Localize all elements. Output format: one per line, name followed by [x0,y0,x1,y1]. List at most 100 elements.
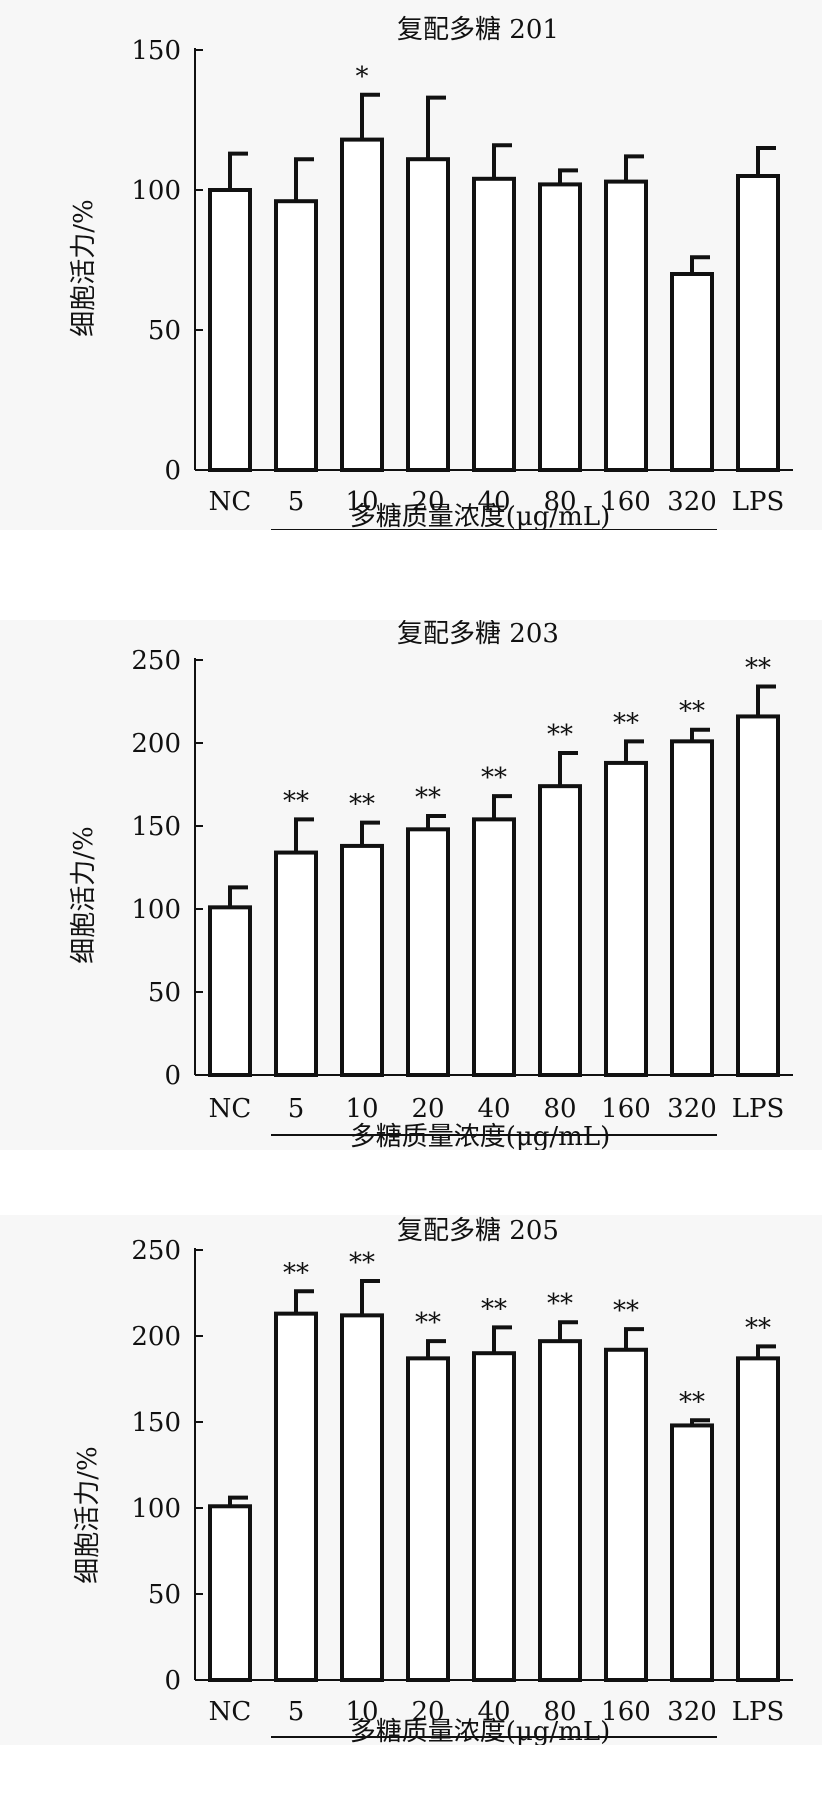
bar-chart-205: 复配多糖 205 细胞活力/% 多糖质量浓度(μg/mL) 0 50 100 150 2… [73,1216,793,1745]
significance-label: ** [547,720,573,750]
y-tick-label: 0 [164,1061,181,1091]
significance-label: ** [613,1296,639,1326]
bar [472,817,516,1077]
bar [274,850,318,1077]
chart-title: 复配多糖 203 [397,620,559,649]
bar [406,827,450,1077]
x-tick-label: 5 [288,487,305,517]
significance-label: ** [481,763,507,793]
x-tick-label: 20 [411,1697,444,1727]
x-tick-label: 80 [543,1697,576,1727]
x-tick-label: 320 [667,1094,717,1124]
x-tick-label: 40 [477,487,510,517]
x-tick-label: LPS [732,1094,785,1124]
x-tick-label: 80 [543,487,576,517]
y-tick-label: 150 [131,812,181,842]
y-tick-label: 150 [131,36,181,66]
bar [670,1423,714,1682]
significance-label: ** [283,1258,309,1288]
x-tick-label: 320 [667,1697,717,1727]
bar [406,1356,450,1683]
x-tick-label: 10 [345,1697,378,1727]
x-tick-label: LPS [732,1697,785,1727]
y-tick-label: 200 [131,729,181,759]
x-tick-label: 80 [543,1094,576,1124]
bar [604,760,648,1077]
significance-label: ** [349,790,375,820]
x-tick-label: NC [209,487,252,517]
plot-area: 0 50 100 150 200 250 NC ** 5 ** 10 ** 20 ** 40 ** 80 ** 16… [131,1236,793,1738]
y-tick-label: 100 [131,895,181,925]
significance-label: ** [613,708,639,738]
significance-label: * [356,62,369,92]
chart-title: 复配多糖 201 [397,15,559,45]
x-tick-label: 320 [667,487,717,517]
bar [208,905,252,1077]
y-axis-label: 细胞活力/% [69,826,99,963]
bar [538,182,582,472]
y-tick-label: 50 [148,978,181,1008]
x-tick-label: 20 [411,487,444,517]
y-tick-label: 150 [131,1408,181,1438]
bar [472,1351,516,1682]
significance-label: ** [415,1308,441,1338]
y-axis-label: 细胞活力/% [73,1446,103,1583]
x-tick-label: 5 [288,1697,305,1727]
x-tick-label: LPS [732,487,785,517]
y-axis-label: 细胞活力/% [69,199,99,336]
x-axis-label: 多糖质量浓度(μg/mL) [350,502,611,530]
plot-area: 0 50 100 150 NC 5 * 10 20 40 80 160 320 LPS [131,36,793,530]
bar [538,1339,582,1682]
bar [274,199,318,472]
x-axis-label: 多糖质量浓度(μg/mL) [350,1717,611,1745]
x-tick-label: NC [209,1697,252,1727]
bar [736,714,780,1077]
y-tick-label: 100 [131,176,181,206]
significance-label: ** [349,1248,375,1278]
significance-label: ** [745,1313,771,1343]
x-tick-label: 160 [601,1697,651,1727]
y-tick-label: 50 [148,316,181,346]
chart-panel-201: 复配多糖 201 细胞活力/% 多糖质量浓度(μg/mL) 0 50 100 150 N… [0,0,822,530]
significance-label: ** [745,654,771,684]
chart-panel-203: 复配多糖 203 细胞活力/% 多糖质量浓度(μg/mL) 0 50 100 150 2… [0,620,822,1150]
x-tick-label: 40 [477,1094,510,1124]
significance-label: ** [679,697,705,727]
bar [274,1311,318,1682]
y-tick-label: 250 [131,646,181,676]
bar [604,1347,648,1682]
bar-chart-203: 复配多糖 203 细胞活力/% 多糖质量浓度(μg/mL) 0501001502… [69,620,793,1150]
significance-label: ** [547,1289,573,1319]
bar [340,843,384,1077]
significance-label: ** [679,1387,705,1417]
y-tick-label: 0 [164,1666,181,1696]
bar [538,784,582,1077]
bar [736,1356,780,1683]
x-tick-label: NC [209,1094,252,1124]
bar [208,188,252,472]
y-tick-label: 250 [131,1236,181,1266]
bar [472,176,516,473]
y-tick-label: 50 [148,1580,181,1610]
bar [670,272,714,472]
significance-label: ** [481,1294,507,1324]
bar [670,739,714,1077]
bar [604,179,648,472]
x-tick-label: 5 [288,1094,305,1124]
bar [736,174,780,472]
bar [340,1313,384,1683]
x-tick-label: 160 [601,487,651,517]
plot-area: 0 50 100 150 200 250 NC ** 5 ** 10 ** 20 ** 40 ** 80 ** 16… [131,646,793,1136]
chart-title: 复配多糖 205 [397,1216,559,1246]
bar [208,1504,252,1682]
bar-chart-201: 复配多糖 201 细胞活力/% 多糖质量浓度(μg/mL) 0 50 100 150 N… [69,15,793,530]
y-tick-label: 100 [131,1494,181,1524]
x-tick-label: 160 [601,1094,651,1124]
x-tick-label: 10 [345,487,378,517]
y-tick-label: 0 [164,456,181,486]
significance-label: ** [415,783,441,813]
chart-panel-205: 复配多糖 205 细胞活力/% 多糖质量浓度(μg/mL) 0 50 100 150 2… [0,1215,822,1745]
bar [340,137,384,472]
bar [406,157,450,472]
x-tick-label: 10 [345,1094,378,1124]
